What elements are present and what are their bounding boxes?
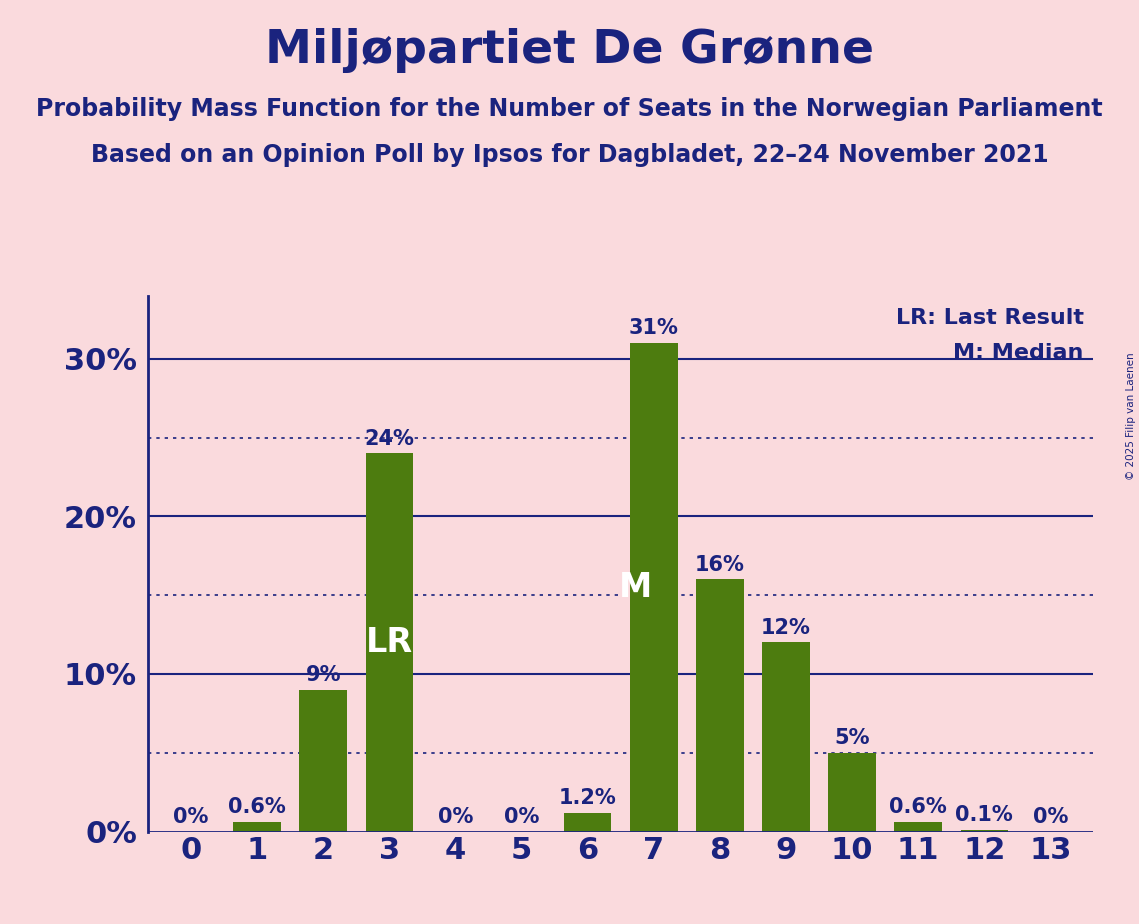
Text: 0.6%: 0.6% bbox=[890, 797, 948, 818]
Bar bbox=[300, 689, 347, 832]
Bar bbox=[366, 454, 413, 832]
Text: Miljøpartiet De Grønne: Miljøpartiet De Grønne bbox=[265, 28, 874, 73]
Text: M: M bbox=[618, 571, 652, 603]
Text: Probability Mass Function for the Number of Seats in the Norwegian Parliament: Probability Mass Function for the Number… bbox=[36, 97, 1103, 121]
Text: 24%: 24% bbox=[364, 429, 415, 448]
Text: 31%: 31% bbox=[629, 318, 679, 338]
Text: 0%: 0% bbox=[173, 807, 208, 827]
Text: 0.1%: 0.1% bbox=[956, 806, 1014, 825]
Text: 0%: 0% bbox=[1033, 807, 1068, 827]
Text: 9%: 9% bbox=[305, 665, 341, 685]
Bar bbox=[233, 822, 281, 832]
Text: 0%: 0% bbox=[437, 807, 473, 827]
Bar bbox=[828, 753, 876, 832]
Text: 0%: 0% bbox=[503, 807, 539, 827]
Text: M: Median: M: Median bbox=[953, 343, 1083, 363]
Bar bbox=[564, 813, 612, 832]
Text: Based on an Opinion Poll by Ipsos for Dagbladet, 22–24 November 2021: Based on an Opinion Poll by Ipsos for Da… bbox=[91, 143, 1048, 167]
Bar bbox=[894, 822, 942, 832]
Text: 16%: 16% bbox=[695, 554, 745, 575]
Text: 1.2%: 1.2% bbox=[559, 788, 616, 808]
Text: LR: Last Result: LR: Last Result bbox=[895, 309, 1083, 328]
Bar bbox=[630, 343, 678, 832]
Text: LR: LR bbox=[366, 626, 413, 659]
Text: © 2025 Filip van Laenen: © 2025 Filip van Laenen bbox=[1126, 352, 1136, 480]
Bar bbox=[762, 642, 810, 832]
Bar bbox=[696, 579, 744, 832]
Text: 5%: 5% bbox=[835, 728, 870, 748]
Text: 12%: 12% bbox=[761, 618, 811, 638]
Text: 0.6%: 0.6% bbox=[228, 797, 286, 818]
Bar bbox=[960, 830, 1008, 832]
